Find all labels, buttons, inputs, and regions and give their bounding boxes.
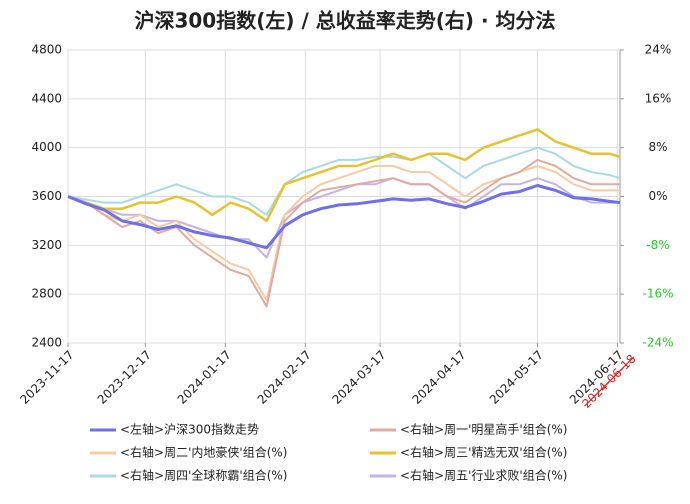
y-tick-label: 4000	[31, 140, 62, 154]
y-tick-label: 2800	[31, 287, 62, 301]
y-tick-label: 3200	[31, 238, 62, 252]
x-tick-label: 2024-01-17	[175, 348, 234, 407]
x-tick-label: 2024-05-17	[487, 348, 546, 407]
y2-tick-label: 8%	[648, 140, 667, 154]
legend-label: <右轴>周三'精选无双'组合(%)	[400, 445, 567, 460]
y-tick-label: 3600	[31, 189, 62, 203]
series-line	[67, 184, 621, 250]
series-line	[67, 158, 620, 308]
legend-label: <右轴>周一'明星高手'组合(%)	[400, 422, 567, 437]
series-line	[67, 177, 620, 259]
x-tick-label: 2024-03-17	[329, 348, 388, 407]
x-tick-label: 2023-12-17	[95, 348, 154, 407]
x-tick-label: 2024-04-17	[409, 348, 468, 407]
chart-title: 沪深300指数(左) / 总收益率走势(右) · 均分法	[134, 9, 555, 33]
series-line	[67, 128, 621, 223]
y2-tick-label: 0%	[648, 189, 667, 203]
y2-tick-label: -24%	[642, 336, 673, 350]
y2-tick-label: 24%	[645, 43, 672, 57]
y-tick-label: 4400	[31, 91, 62, 105]
series-line	[67, 165, 620, 302]
y-tick-label: 4800	[31, 43, 62, 57]
legend-label: <右轴>周五'行业求败'组合(%)	[400, 468, 567, 483]
y-tick-label: 2400	[31, 336, 62, 350]
legend-label: <左轴>沪深300指数走势	[120, 422, 259, 437]
y2-tick-label: 16%	[645, 91, 672, 105]
y2-tick-label: -8%	[646, 238, 669, 252]
y2-tick-label: -16%	[642, 287, 673, 301]
x-tick-label: 2024-02-17	[255, 348, 314, 407]
legend-label: <右轴>周二'内地豪侠'组合(%)	[120, 445, 287, 460]
series-line	[67, 146, 621, 216]
x-tick-label: 2023-11-17	[17, 348, 76, 407]
legend-label: <右轴>周四'全球称霸'组合(%)	[120, 468, 287, 483]
